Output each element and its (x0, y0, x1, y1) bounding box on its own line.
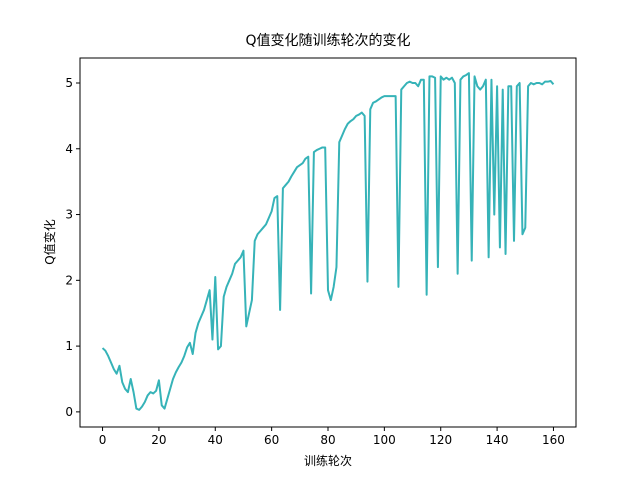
y-tick-label: 0 (65, 405, 73, 419)
x-tick-label: 40 (208, 433, 223, 447)
data-line (101, 72, 555, 411)
x-tick-label: 0 (99, 433, 107, 447)
x-tick-label: 60 (264, 433, 279, 447)
chart-title: Q值变化随训练轮次的变化 (245, 33, 410, 49)
y-tick-label: 4 (65, 142, 73, 156)
x-axis-label: 训练轮次 (304, 453, 352, 468)
y-tick-label: 5 (65, 76, 73, 90)
y-tick-label: 1 (65, 339, 73, 353)
x-tick-label: 20 (151, 433, 166, 447)
x-tick-label: 160 (542, 433, 565, 447)
x-tick-label: 120 (429, 433, 452, 447)
y-axis-label: Q值变化 (42, 219, 57, 264)
y-tick-label: 2 (65, 273, 73, 287)
y-tick-label: 3 (65, 208, 73, 222)
x-tick-label: 140 (486, 433, 509, 447)
x-tick-label: 80 (320, 433, 335, 447)
plot-frame (79, 57, 577, 428)
x-tick-label: 100 (373, 433, 396, 447)
